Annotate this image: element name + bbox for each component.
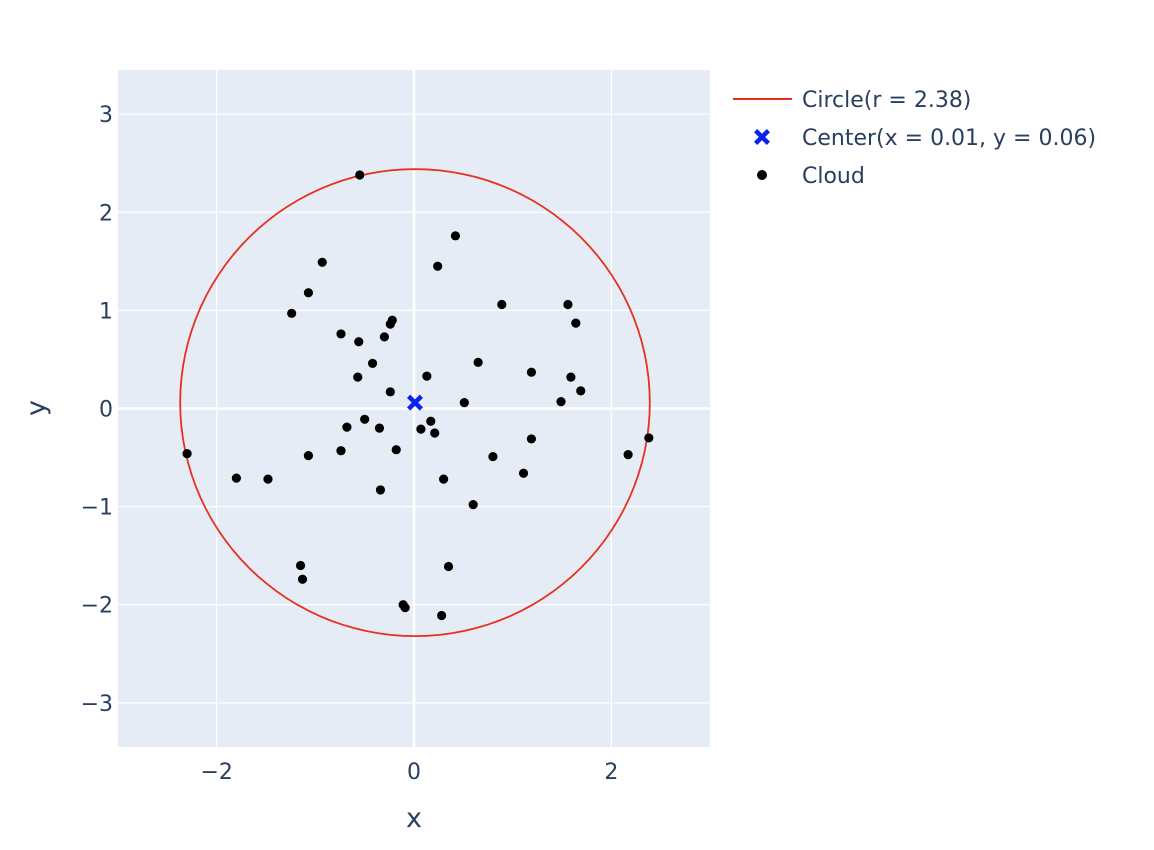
cloud-point [354,337,364,347]
cloud-point [336,329,346,339]
y-tick-label: −1 [81,496,113,521]
legend-label-cloud: Cloud [802,164,865,189]
cloud-point [297,574,308,584]
plot-area [179,168,654,638]
cloud-point [303,450,314,461]
y-tick-label: 3 [99,103,113,128]
cloud-point [336,446,346,456]
legend-label-circle: Circle(r = 2.38) [802,88,971,113]
cloud-point [374,423,385,433]
cloud-point [375,485,386,495]
cloud-point [400,603,410,613]
cloud-point [556,397,566,407]
cloud-point [342,422,352,432]
cloud-point [231,473,241,483]
cloud-point [644,433,654,443]
cloud-point [385,319,395,329]
cloud-point [433,261,443,271]
cloud-point [416,424,426,434]
cloud-point [497,299,507,310]
cloud-point [360,414,370,424]
cloud-point [439,474,449,484]
cloud-point [385,387,395,397]
axes: x y −2 0 2 −3 −2 −1 0 1 2 3 [21,103,618,834]
cloud-point [459,398,469,408]
legend-cloud-swatch [757,170,767,180]
y-tick-label: 0 [99,398,113,423]
cloud-point [391,445,401,455]
cloud-point [367,358,378,368]
circle-line [179,168,651,638]
cloud-point [450,231,461,241]
cloud-point [317,257,327,267]
cloud-point [566,372,576,382]
y-tick-label: 1 [99,299,113,324]
cloud-point [353,372,363,382]
cloud-point [443,561,454,572]
cloud-point [473,357,483,367]
cloud-point [355,170,365,180]
y-tick-label: −2 [81,594,113,619]
cloud-point [518,468,529,478]
legend: Circle(r = 2.38) Center(x = 0.01, y = 0.… [733,88,1096,189]
cloud-point [263,474,273,484]
cloud-point [182,449,192,459]
y-tick-label: 2 [99,201,113,226]
cloud-point [563,299,573,310]
cloud-point [430,428,440,438]
cloud-point [303,288,314,298]
cloud-point [576,386,586,396]
cloud-point [468,500,478,510]
y-axis-title: y [21,400,52,416]
cloud-point [426,416,436,426]
cloud-point [571,318,581,328]
x-tick-label: 0 [407,760,421,785]
y-tick-label: −3 [81,692,113,717]
cloud-point [422,371,432,381]
cloud-point [295,560,306,571]
cloud-point [526,367,537,377]
cloud-point [379,332,389,342]
x-tick-label: 2 [604,760,618,785]
x-axis-title: x [406,803,422,834]
cloud-point [526,434,537,444]
cloud-point [287,308,297,318]
cloud-point [437,610,447,621]
cloud-point [623,450,633,460]
center-marker [406,394,423,411]
legend-label-center: Center(x = 0.01, y = 0.06) [802,126,1096,151]
legend-center-swatch [754,129,770,145]
cloud-point [488,451,498,462]
grid-lines [118,70,710,747]
x-tick-label: −2 [200,760,232,785]
